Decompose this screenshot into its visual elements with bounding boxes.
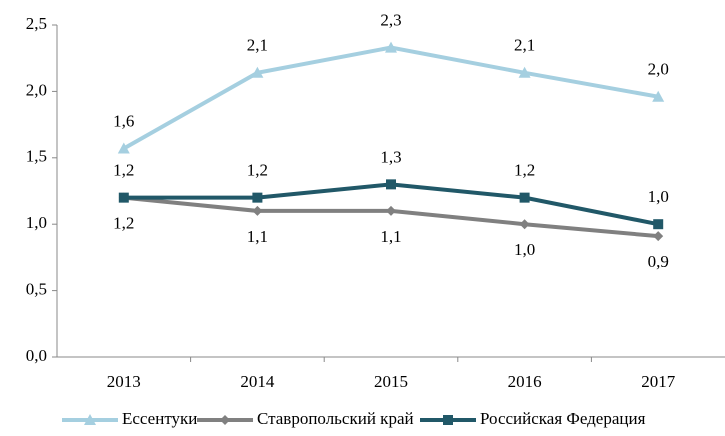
marker — [653, 219, 664, 230]
data-label: 1,6 — [113, 111, 134, 130]
data-label: 1,2 — [514, 161, 535, 180]
marker — [653, 231, 664, 242]
marker — [251, 66, 264, 78]
data-label: 1,1 — [247, 227, 268, 246]
y-tick-label: 2,5 — [26, 14, 47, 33]
legend-label: Ставропольский край — [257, 409, 414, 428]
legend-label: Российская Федерация — [480, 409, 646, 428]
marker — [84, 414, 96, 425]
data-label: 1,0 — [514, 240, 535, 259]
marker — [386, 179, 396, 190]
data-label: 2,1 — [247, 36, 268, 55]
data-label: 1,2 — [113, 161, 134, 180]
x-tick-label: 2014 — [240, 372, 275, 391]
marker — [443, 415, 453, 425]
data-label: 2,0 — [648, 60, 669, 79]
marker — [385, 41, 397, 53]
data-label: 1,0 — [648, 187, 669, 206]
y-tick-label: 1,5 — [26, 147, 47, 166]
data-label: 1,2 — [113, 214, 134, 233]
marker — [220, 415, 230, 425]
y-tick-label: 0,0 — [26, 346, 47, 365]
legend-label: Ессентуки — [122, 409, 197, 428]
data-label: 0,9 — [648, 252, 669, 271]
marker — [518, 66, 531, 78]
x-tick-label: 2013 — [107, 372, 141, 391]
marker — [252, 192, 263, 203]
y-tick-label: 0,5 — [26, 280, 47, 299]
data-label: 1,2 — [247, 161, 268, 180]
x-tick-label: 2017 — [641, 372, 676, 391]
marker — [652, 90, 665, 102]
series-line — [122, 45, 659, 151]
marker — [519, 192, 530, 203]
data-label: 2,3 — [380, 10, 401, 29]
data-label: 1,1 — [380, 227, 401, 246]
data-label: 1,3 — [380, 147, 401, 166]
y-tick-label: 2,0 — [26, 80, 47, 99]
y-tick-label: 1,0 — [26, 213, 47, 232]
marker — [252, 205, 263, 216]
x-tick-label: 2015 — [374, 372, 408, 391]
marker — [118, 192, 129, 203]
marker — [519, 219, 530, 230]
marker — [117, 142, 130, 154]
data-label: 2,1 — [514, 36, 535, 55]
marker — [386, 205, 396, 216]
x-tick-label: 2016 — [508, 372, 542, 391]
